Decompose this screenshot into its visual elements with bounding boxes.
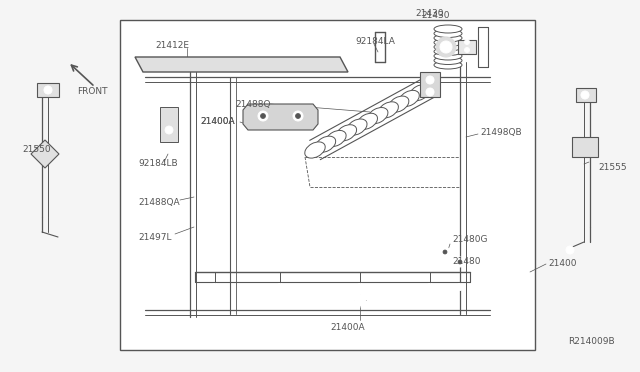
Circle shape — [296, 113, 301, 119]
Ellipse shape — [347, 119, 367, 135]
Ellipse shape — [388, 96, 409, 112]
Ellipse shape — [434, 25, 462, 33]
Ellipse shape — [410, 84, 430, 101]
Ellipse shape — [399, 90, 419, 106]
Ellipse shape — [434, 57, 462, 64]
Bar — [37, 83, 59, 97]
Ellipse shape — [434, 34, 462, 42]
Ellipse shape — [305, 142, 325, 158]
Circle shape — [456, 283, 463, 291]
Text: 21400A: 21400A — [200, 118, 235, 126]
Text: 21412E: 21412E — [155, 41, 189, 49]
Circle shape — [165, 126, 173, 134]
Circle shape — [260, 113, 266, 119]
Circle shape — [293, 111, 303, 121]
Circle shape — [480, 57, 486, 63]
Circle shape — [211, 283, 218, 291]
Ellipse shape — [378, 102, 398, 118]
Ellipse shape — [326, 131, 346, 147]
Polygon shape — [135, 57, 348, 72]
Circle shape — [458, 260, 462, 264]
Bar — [458, 40, 476, 54]
Text: 21400: 21400 — [548, 260, 577, 269]
Ellipse shape — [434, 61, 462, 69]
Text: 21488QA: 21488QA — [138, 198, 180, 206]
Circle shape — [354, 294, 366, 306]
Bar — [120, 20, 535, 350]
Circle shape — [44, 86, 52, 94]
Ellipse shape — [434, 29, 462, 38]
Polygon shape — [243, 104, 318, 130]
Circle shape — [440, 247, 450, 257]
Circle shape — [436, 37, 456, 57]
Circle shape — [426, 283, 433, 291]
Text: FRONT: FRONT — [77, 87, 108, 96]
Bar — [576, 88, 596, 102]
Text: 21430: 21430 — [422, 10, 451, 19]
Circle shape — [465, 39, 470, 45]
Ellipse shape — [336, 125, 356, 141]
Ellipse shape — [434, 38, 462, 46]
Text: R214009B: R214009B — [568, 337, 615, 346]
Bar — [420, 72, 440, 97]
Circle shape — [258, 111, 268, 121]
Circle shape — [455, 257, 465, 267]
Text: 21550: 21550 — [22, 145, 51, 154]
Circle shape — [440, 41, 452, 53]
Ellipse shape — [357, 113, 378, 129]
Text: 21497L: 21497L — [138, 232, 172, 241]
Text: 21480G: 21480G — [452, 234, 488, 244]
Text: 92184LA: 92184LA — [355, 36, 395, 45]
Circle shape — [426, 76, 434, 84]
Text: 21498QB: 21498QB — [480, 128, 522, 137]
Ellipse shape — [434, 48, 462, 55]
Circle shape — [443, 250, 447, 254]
Ellipse shape — [434, 52, 462, 60]
Text: 21430: 21430 — [416, 10, 444, 19]
Text: 21480: 21480 — [452, 257, 481, 266]
Ellipse shape — [420, 79, 440, 95]
Bar — [160, 107, 178, 142]
Polygon shape — [31, 140, 59, 168]
Ellipse shape — [434, 43, 462, 51]
Circle shape — [276, 283, 284, 291]
Text: 21400A: 21400A — [200, 118, 235, 126]
Circle shape — [566, 246, 574, 254]
Ellipse shape — [316, 136, 335, 153]
Text: 92184LB: 92184LB — [138, 160, 178, 169]
Circle shape — [356, 283, 364, 291]
Text: 21400A: 21400A — [331, 323, 365, 331]
Circle shape — [426, 88, 434, 96]
Text: 21488Q: 21488Q — [235, 99, 271, 109]
Circle shape — [480, 31, 486, 37]
Bar — [572, 137, 598, 157]
Circle shape — [581, 91, 589, 99]
Circle shape — [465, 48, 470, 52]
Text: 21555: 21555 — [598, 163, 627, 171]
Ellipse shape — [367, 108, 388, 124]
